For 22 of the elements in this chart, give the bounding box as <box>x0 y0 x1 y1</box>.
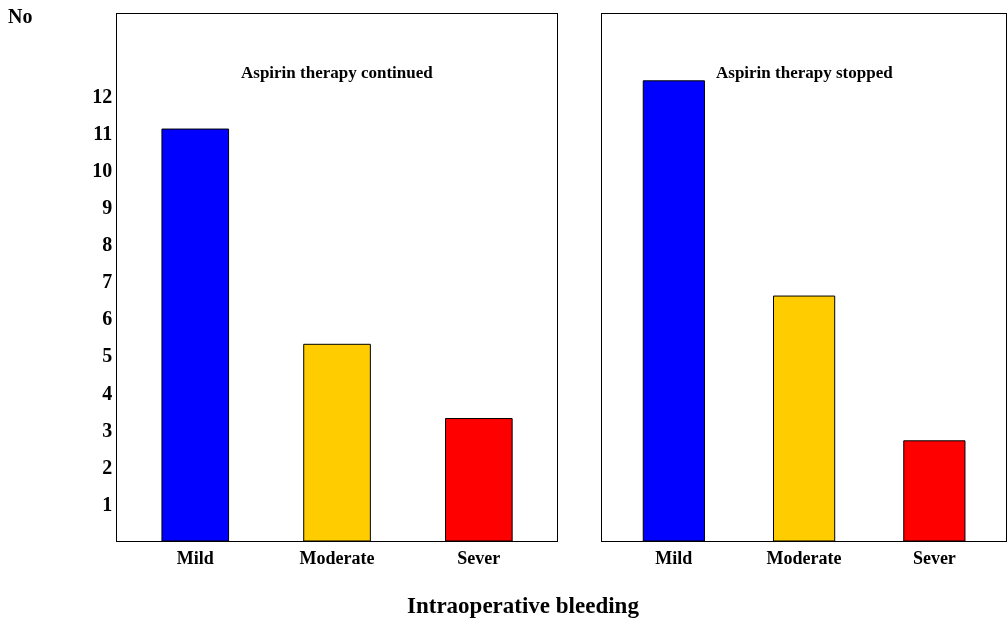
y-tick-label: 6 <box>102 307 113 330</box>
x-tick-label: Moderate <box>299 547 375 568</box>
x-tick-label: Mild <box>176 547 214 568</box>
y-tick-label: 4 <box>102 381 113 404</box>
x-tick-label: Mild <box>655 547 693 568</box>
x-tick-label: Moderate <box>766 547 842 568</box>
y-tick-label: 1 <box>102 492 113 515</box>
y-tick-label: 12 <box>92 84 113 107</box>
y-axis-title: No <box>8 5 33 27</box>
y-tick-label: 11 <box>93 121 113 144</box>
text: Aspirin therapy continued <box>241 63 434 82</box>
text: Aspirin therapy stopped <box>716 63 894 82</box>
y-tick-label: 3 <box>102 418 113 441</box>
x-tick-label: Sever <box>457 547 501 568</box>
y-tick-label: 10 <box>92 158 113 181</box>
y-tick-label: 7 <box>102 270 113 293</box>
x-tick-label: Sever <box>912 547 956 568</box>
y-tick-label: 5 <box>102 344 113 367</box>
y-tick-label: 9 <box>102 195 113 218</box>
y-tick-label: 2 <box>102 455 113 478</box>
x-axis-title: Intraoperative bleeding <box>407 593 640 618</box>
y-tick-label: 8 <box>102 233 113 256</box>
